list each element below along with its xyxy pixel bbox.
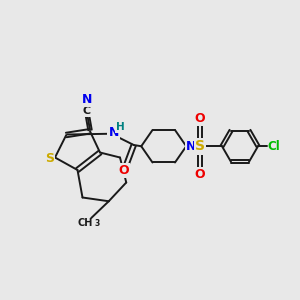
Text: O: O [195,168,205,181]
Text: S: S [195,139,205,153]
Text: N: N [109,126,119,139]
Text: C: C [82,106,90,116]
Text: N: N [82,93,93,106]
Text: O: O [118,164,129,177]
Text: H: H [116,122,125,132]
Text: O: O [195,112,205,125]
Text: CH: CH [77,218,93,227]
Text: S: S [45,152,54,165]
Text: Cl: Cl [268,140,280,153]
Text: 3: 3 [94,219,99,228]
Text: N: N [186,140,196,153]
